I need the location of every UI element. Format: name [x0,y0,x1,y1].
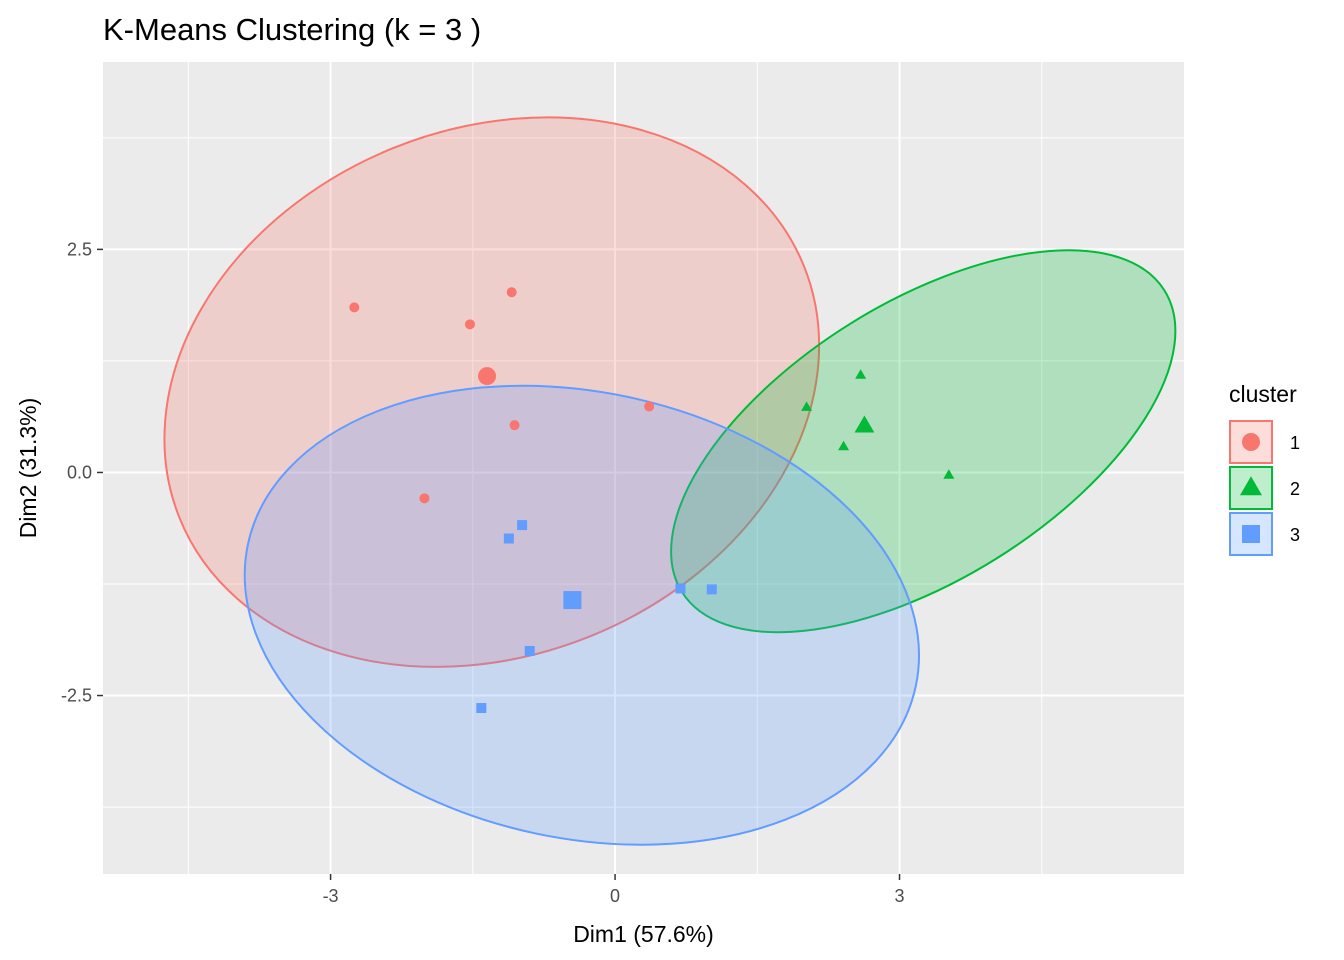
cluster-3-point [517,520,528,531]
cluster-1-point [464,319,475,330]
cluster-1-ellipse [163,116,821,668]
x-tick-label: 0 [610,886,620,906]
legend-label-2: 2 [1290,479,1300,499]
cluster-3-centroid [563,591,582,610]
legend-key-marker-2 [1240,476,1262,496]
plot-panel [103,62,1184,874]
cluster-3-point [476,703,487,714]
y-tick-label: -2.5 [61,686,92,706]
x-tick-label: 3 [895,886,905,906]
x-tick-label: -3 [323,886,339,906]
cluster-1-point [644,401,655,412]
grid-major [103,62,1184,874]
legend: cluster 1 2 3 [1229,381,1300,556]
y-axis-ticks: -2.5 0.0 2.5 [61,239,103,706]
legend-title: cluster [1229,381,1297,407]
legend-key-marker-3 [1242,525,1260,543]
y-tick-label: 2.5 [67,239,92,259]
legend-key-1 [1229,420,1273,464]
y-axis-label: Dim2 (31.3%) [15,398,41,539]
chart-title: K-Means Clustering (k = 3 ) [103,12,481,47]
cluster-3-ellipse [243,384,920,846]
cluster-2-point [838,440,850,451]
legend-label-3: 3 [1290,525,1300,545]
cluster-3-point [675,583,686,594]
x-axis-ticks: -3 0 3 [323,874,905,906]
y-tick-label: 0.0 [67,462,92,482]
cluster-2-point [943,469,955,479]
cluster-points [349,287,955,714]
legend-label-1: 1 [1290,433,1300,453]
cluster-3-point [706,584,717,595]
cluster-3-point [503,533,514,544]
cluster-1-centroid [478,367,497,386]
cluster-1-point [506,287,517,298]
x-axis-label: Dim1 (57.6%) [573,921,714,947]
cluster-2-centroid [854,415,875,433]
cluster-ellipses [163,116,1177,846]
cluster-1-point [349,302,360,313]
cluster-3-point [524,645,535,656]
cluster-1-point [419,493,430,504]
cluster-1-point [509,420,520,431]
legend-key-marker-1 [1242,433,1260,451]
cluster-2-point [855,369,867,379]
cluster-2-point [801,401,813,411]
